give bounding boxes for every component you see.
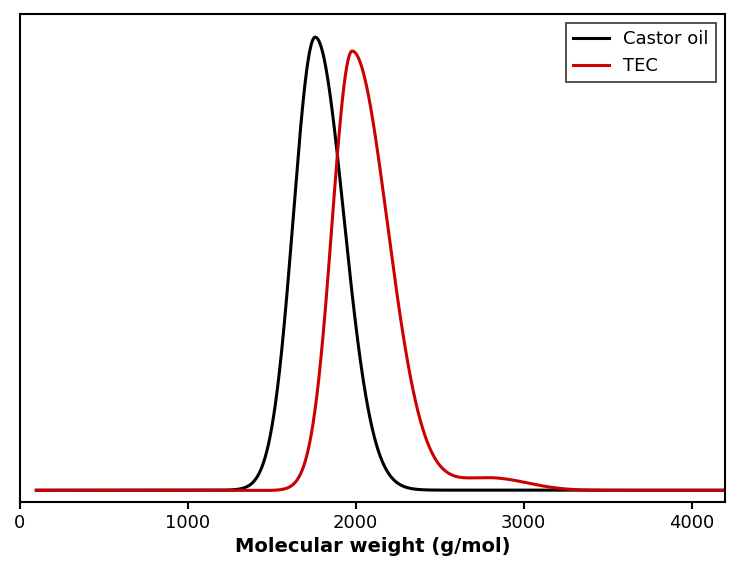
- Castor oil: [299, 90, 308, 97]
- Line: Castor oil: Castor oil: [36, 37, 739, 490]
- Legend: Castor oil, TEC: Castor oil, TEC: [565, 23, 716, 83]
- Castor oil: [69, 487, 78, 494]
- TEC: [299, 462, 308, 469]
- Castor oil: [580, 487, 589, 494]
- TEC: [348, 48, 357, 55]
- X-axis label: Molecular weight (g/mol): Molecular weight (g/mol): [234, 537, 510, 556]
- TEC: [469, 474, 478, 481]
- Castor oil: [619, 487, 628, 494]
- TEC: [619, 487, 628, 494]
- Line: TEC: TEC: [36, 51, 739, 490]
- TEC: [502, 475, 511, 482]
- Castor oil: [32, 487, 41, 494]
- TEC: [32, 487, 41, 494]
- TEC: [69, 487, 78, 494]
- TEC: [580, 487, 589, 494]
- Castor oil: [311, 34, 320, 40]
- Castor oil: [469, 487, 478, 494]
- Castor oil: [502, 487, 511, 494]
